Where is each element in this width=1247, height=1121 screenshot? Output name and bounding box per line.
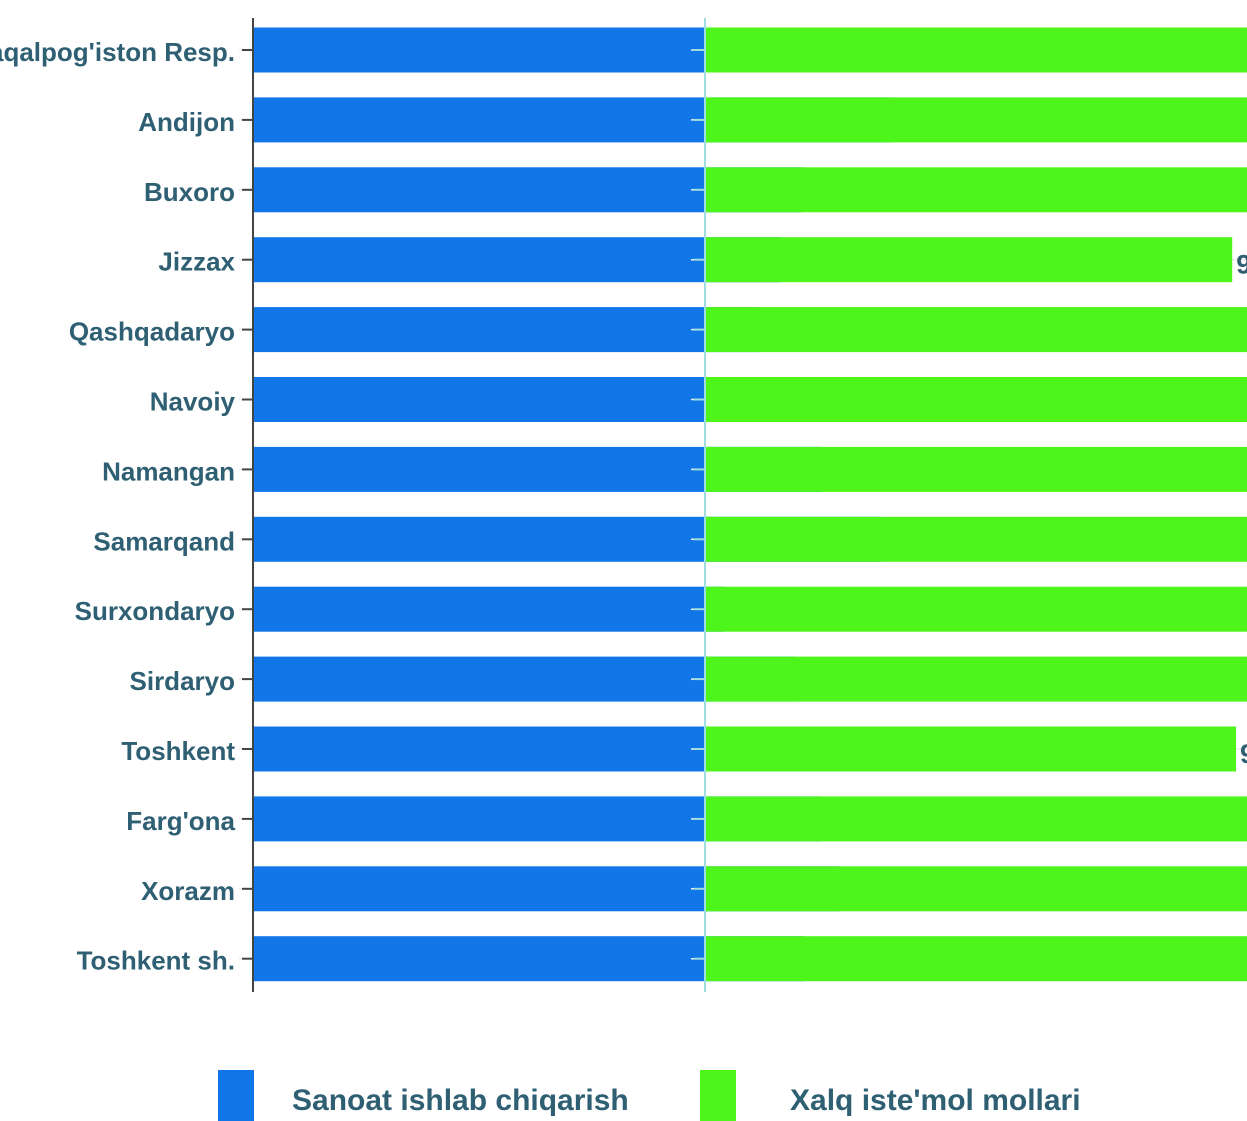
bar-xalq	[706, 936, 1247, 982]
bar-xalq	[706, 97, 1247, 143]
bar-xalq	[706, 237, 1233, 283]
bar-xalq	[706, 726, 1237, 772]
category-label: Jizzax	[158, 247, 235, 277]
bar-sanoat	[254, 307, 759, 353]
legend: Sanoat ishlab chiqarish Xalq iste'mol mol…	[218, 1070, 1081, 1121]
category-label: Qoraqalpog'iston Resp.	[0, 37, 235, 67]
bar-xalq	[706, 446, 1247, 492]
panel-right: 106.9%151.5%100.8%96.2%101.2%100.1%103.2…	[691, 18, 1247, 992]
category-label: Qashqadaryo	[69, 317, 235, 347]
category-label: Xorazm	[141, 876, 235, 906]
category-label: Andijon	[138, 107, 235, 137]
category-label: Navoiy	[150, 387, 236, 417]
bar-xalq	[706, 27, 1247, 73]
bar-sanoat	[254, 586, 725, 632]
bar-xalq	[706, 796, 1247, 842]
category-label: Toshkent	[121, 736, 235, 766]
category-label: Toshkent sh.	[77, 946, 235, 976]
category-label: Surxondaryo	[75, 596, 235, 626]
data-label: 96.9%	[1240, 739, 1247, 769]
bar-sanoat	[254, 27, 770, 73]
legend-swatch	[218, 1070, 254, 1121]
legend-label: Xalq iste'mol mollari	[790, 1084, 1081, 1117]
legend-label: Sanoat ishlab chiqarish	[292, 1084, 629, 1117]
category-label: Farg'ona	[126, 806, 235, 836]
bar-xalq	[706, 307, 1247, 353]
bar-xalq	[706, 167, 1247, 213]
category-label: Namangan	[102, 456, 235, 486]
category-label: Buxoro	[144, 177, 235, 207]
data-label: 96.2%	[1236, 250, 1247, 280]
panel-left: 94.3%Qoraqalpog'iston Resp.117%Andijon10…	[0, 18, 975, 992]
bar-xalq	[706, 866, 1247, 912]
category-label: Samarqand	[93, 526, 235, 556]
bar-xalq	[706, 586, 1247, 632]
legend-swatch	[700, 1070, 736, 1121]
bar-xalq	[706, 516, 1247, 562]
bar-xalq	[706, 656, 1247, 702]
category-label: Sirdaryo	[130, 666, 236, 696]
bar-xalq	[706, 377, 1247, 422]
